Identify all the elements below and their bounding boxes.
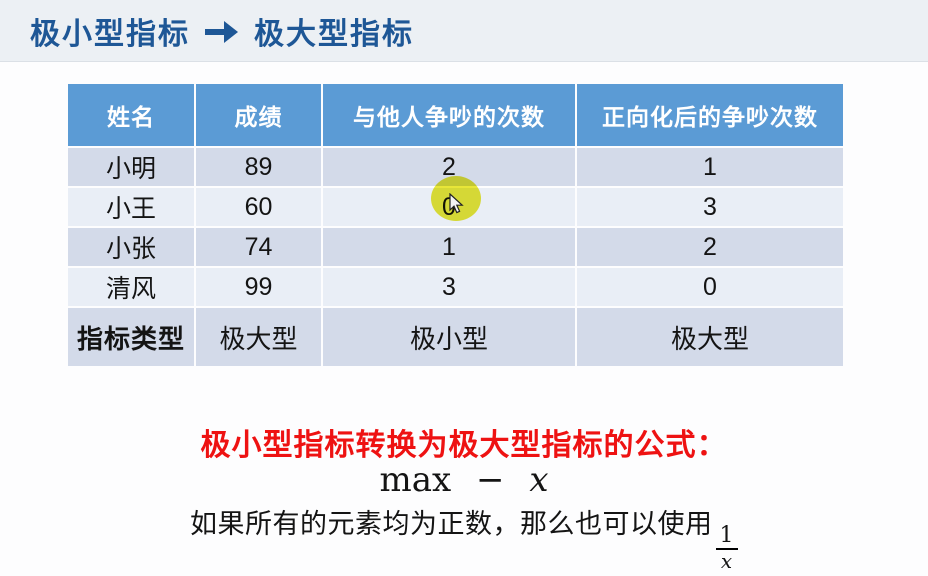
cell-positivized: 2 — [577, 228, 843, 266]
cell-name: 小张 — [68, 228, 194, 266]
indicator-type-score: 极大型 — [196, 308, 321, 366]
cell-quarrels: 0 — [323, 188, 575, 226]
column-header-name: 姓名 — [68, 84, 194, 146]
indicator-type-quarrels: 极小型 — [323, 308, 575, 366]
cell-quarrels: 2 — [323, 148, 575, 186]
indicator-type-positivized: 极大型 — [577, 308, 843, 366]
note-text: 如果所有的元素均为正数，那么也可以使用 — [190, 509, 713, 539]
fraction-denominator: x — [720, 549, 733, 574]
table-row: 小明 89 2 1 — [68, 148, 843, 186]
table-row: 小张 74 1 2 — [68, 228, 843, 266]
minus-sign: − — [476, 460, 505, 500]
cell-positivized: 3 — [577, 188, 843, 226]
formula-expression: max − x — [0, 460, 928, 500]
cell-quarrels: 3 — [323, 268, 575, 306]
column-header-quarrels: 与他人争吵的次数 — [323, 84, 575, 146]
max-operator: max — [379, 460, 452, 500]
page-title: 极小型指标 极大型指标 — [30, 9, 414, 53]
formula-heading: 极小型指标转换为极大型指标的公式： — [200, 429, 728, 462]
cell-positivized: 1 — [577, 148, 843, 186]
table-header-row: 姓名 成绩 与他人争吵的次数 正向化后的争吵次数 — [68, 84, 843, 146]
cell-positivized: 0 — [577, 268, 843, 306]
fraction-one-over-x: 1 x — [715, 524, 738, 574]
cell-name: 小明 — [68, 148, 194, 186]
cell-score: 89 — [196, 148, 321, 186]
title-left-text: 极小型指标 — [30, 16, 190, 52]
cell-name: 小王 — [68, 188, 194, 226]
column-header-score: 成绩 — [196, 84, 321, 146]
cell-score: 60 — [196, 188, 321, 226]
formula-note: 如果所有的元素均为正数，那么也可以使用 1 x — [0, 502, 928, 572]
title-right-text: 极大型指标 — [254, 16, 414, 52]
indicator-type-label: 指标类型 — [68, 308, 194, 366]
right-arrow-icon — [204, 19, 240, 45]
indicator-type-row: 指标类型 极大型 极小型 极大型 — [68, 308, 843, 366]
cell-name: 清风 — [68, 268, 194, 306]
variable-x: x — [529, 460, 549, 500]
column-header-positivized: 正向化后的争吵次数 — [577, 84, 843, 146]
fraction-numerator: 1 — [715, 524, 738, 551]
cell-quarrels: 1 — [323, 228, 575, 266]
indicator-table: 姓名 成绩 与他人争吵的次数 正向化后的争吵次数 小明 89 2 1 小王 60… — [66, 82, 845, 368]
slide-title-bar: 极小型指标 极大型指标 — [0, 0, 928, 62]
cell-score: 99 — [196, 268, 321, 306]
table-row: 清风 99 3 0 — [68, 268, 843, 306]
cell-score: 74 — [196, 228, 321, 266]
table-row: 小王 60 0 3 — [68, 188, 843, 226]
